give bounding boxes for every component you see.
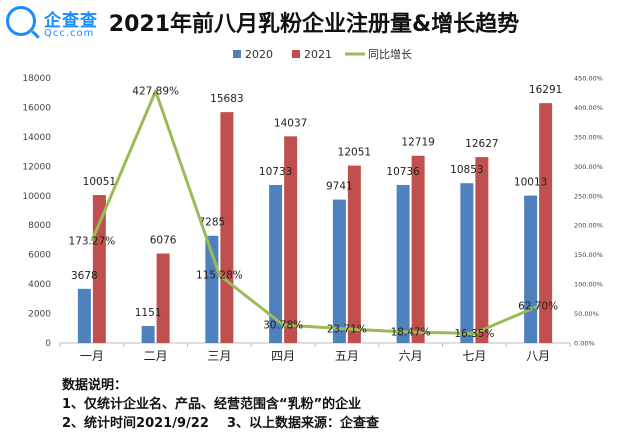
x-tick-label: 八月	[526, 349, 550, 363]
bar-2020-label: 10853	[450, 164, 483, 176]
bar-2021-label: 10051	[83, 176, 116, 188]
bar-2020	[460, 183, 474, 343]
bar-2021-label: 6076	[150, 235, 177, 247]
bar-2020	[396, 184, 410, 343]
y-right-tick-label: 450.00%	[574, 75, 603, 83]
x-tick-label: 七月	[462, 349, 486, 363]
logo-domain: Qcc.com	[44, 28, 95, 39]
bar-2021	[411, 155, 425, 343]
growth-label: 115.28%	[196, 270, 243, 282]
y-right-tick-label: 300.00%	[574, 163, 603, 171]
bar-2020	[77, 288, 91, 343]
y-left-tick-label: 4000	[28, 280, 51, 290]
chart-title: 2021年前八月乳粉企业注册量&增长趋势	[108, 12, 520, 37]
bar-2020	[332, 199, 346, 343]
growth-label: 427.89%	[132, 86, 179, 98]
x-tick-label: 三月	[207, 349, 231, 363]
bar-2021	[539, 103, 553, 343]
x-tick-label: 二月	[144, 349, 168, 363]
x-tick-label: 四月	[271, 349, 295, 363]
magnifier-logo-icon	[6, 6, 36, 36]
y-left-tick-label: 8000	[28, 221, 51, 231]
bar-2020-label: 10733	[259, 166, 292, 178]
legend-swatch-2021	[292, 50, 300, 58]
bar-2021-label: 12627	[465, 138, 498, 150]
bar-2020-label: 10013	[514, 177, 547, 189]
y-left-tick-label: 12000	[22, 162, 51, 172]
growth-label: 30.78%	[263, 319, 303, 331]
logo-name: 企查查	[44, 11, 98, 31]
bar-2020-label: 3678	[71, 270, 98, 282]
y-right-tick-label: 100.00%	[574, 281, 603, 289]
bar-2021	[284, 136, 298, 343]
growth-label: 23.71%	[327, 324, 367, 336]
x-tick-label: 六月	[399, 349, 423, 363]
bar-2021	[475, 157, 489, 343]
bar-2020	[269, 184, 283, 343]
y-right-tick-label: 250.00%	[574, 192, 603, 200]
bar-2021-label: 12051	[338, 147, 371, 159]
bar-2020	[524, 195, 538, 343]
bar-2020-label: 1151	[135, 307, 162, 319]
growth-line	[90, 89, 539, 335]
y-left-tick-label: 2000	[28, 310, 51, 320]
bar-2021-label: 16291	[529, 84, 562, 96]
growth-label: 173.27%	[69, 235, 116, 247]
y-left-tick-label: 18000	[22, 74, 51, 84]
x-tick-label: 五月	[335, 349, 359, 363]
qcc-logo: 企查查 Qcc.com	[6, 4, 116, 42]
notes-heading: 数据说明：	[62, 378, 128, 393]
bar-2021-label: 14037	[274, 117, 307, 129]
bar-2020-label: 10736	[386, 166, 420, 178]
bar-2020	[141, 326, 155, 343]
bar-2021-label: 12719	[401, 137, 434, 149]
notes-line-1: 1、仅统计企业名、产品、经营范围含“乳粉”的企业	[62, 397, 362, 412]
y-left-tick-label: 0	[45, 339, 51, 349]
legend-swatch-2020	[233, 50, 241, 58]
notes-line-2: 2、统计时间2021/9/22 3、以上数据来源：企查查	[62, 416, 380, 431]
y-left-tick-label: 14000	[22, 133, 51, 143]
data-notes: 数据说明： 1、仅统计企业名、产品、经营范围含“乳粉”的企业 2、统计时间202…	[62, 376, 379, 433]
y-right-tick-label: 150.00%	[574, 251, 603, 259]
y-right-tick-label: 200.00%	[574, 222, 603, 230]
bar-2020-label: 7285	[199, 217, 226, 229]
growth-label: 62.70%	[518, 301, 558, 313]
legend-label-2021: 2021	[304, 48, 332, 61]
y-right-tick-label: 50.00%	[574, 310, 599, 318]
y-left-tick-label: 10000	[22, 192, 51, 202]
bar-2021-label: 15683	[210, 93, 243, 105]
y-left-tick-label: 6000	[28, 251, 51, 261]
growth-label: 16.35%	[454, 328, 494, 340]
legend-label-growth: 同比增长	[368, 47, 412, 61]
growth-label: 18.47%	[391, 327, 431, 339]
legend-label-2020: 2020	[245, 48, 273, 61]
bar-2021	[156, 253, 170, 343]
bar-2021	[347, 165, 361, 343]
y-right-tick-label: 350.00%	[574, 133, 603, 141]
x-tick-label: 一月	[80, 349, 104, 363]
y-right-tick-label: 0.00%	[574, 340, 595, 348]
y-left-tick-label: 16000	[22, 103, 51, 113]
y-right-tick-label: 400.00%	[574, 104, 603, 112]
bar-2020-label: 9741	[326, 181, 353, 193]
